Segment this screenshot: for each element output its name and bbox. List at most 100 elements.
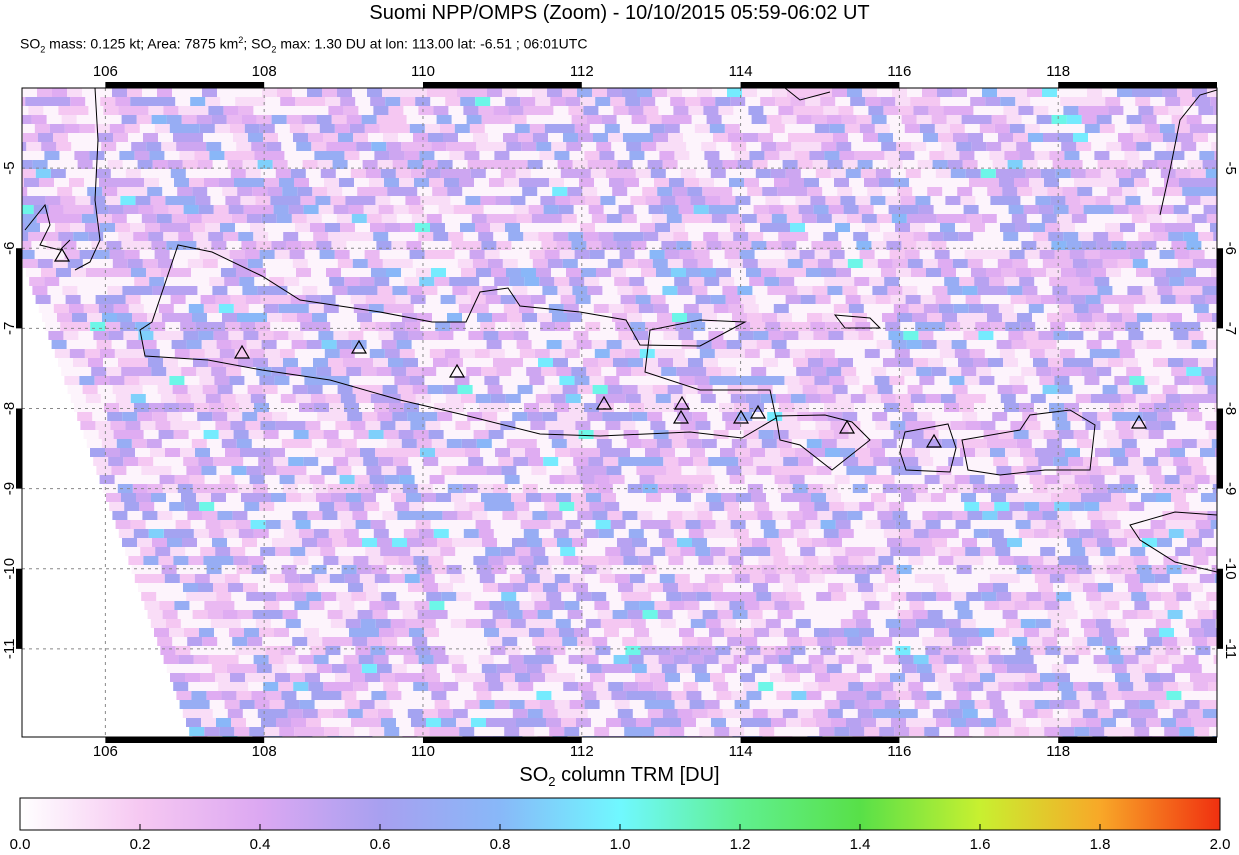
volcano (925, 433, 943, 448)
y-tick-label: -5 (1222, 161, 1239, 174)
subtitle-part: 2 (40, 44, 46, 55)
y-tick-label: -8 (1, 402, 18, 415)
y-tick-label: -9 (1222, 482, 1239, 495)
colorbar-tick-label: 1.4 (850, 836, 871, 853)
volcano (595, 395, 613, 410)
pixel-group (22, 88, 1217, 737)
edge-bar (422, 82, 582, 88)
y-tick-label: -10 (1, 558, 18, 580)
label-part: 2 (548, 774, 556, 789)
edge-bar (1217, 568, 1223, 649)
label-part: SO (519, 764, 549, 786)
y-tick-label: -6 (1, 242, 18, 255)
x-tick-label: 106 (93, 743, 118, 760)
edge-bar (1217, 248, 1223, 329)
pixel-group (22, 88, 1217, 737)
colorbar-tick-label: 2.0 (1210, 836, 1231, 853)
x-tick-label: 108 (252, 63, 277, 80)
axes: 106 106 108 108 110 110 112 112 114 114 116 116 118 1… (1, 63, 1239, 760)
pixel-group (22, 88, 1217, 737)
y-tick-label: -11 (1222, 639, 1239, 660)
subtitle-part: max: 1.30 DU at lon: 113.00 lat: -6.51 ;… (276, 35, 588, 52)
y-tick-label: -7 (1222, 322, 1239, 335)
colorbar-tick-label: 0.6 (370, 836, 391, 853)
y-tick-label: -5 (1, 161, 18, 174)
map-subtitle: SO2 mass: 0.125 kt; Area: 7875 km2; SO2 … (20, 35, 587, 54)
y-tick-label: -10 (1222, 558, 1239, 580)
colorbar-tick-label: 0.0 (10, 836, 31, 853)
subtitle-part: mass: 0.125 kt; Area: 7875 km (45, 35, 239, 52)
subtitle-part: 2 (238, 35, 244, 45)
volcanoes (53, 247, 1148, 448)
edge-bar (1058, 737, 1217, 743)
y-tick-label: -9 (1, 482, 18, 495)
colorbar-label: SO2 column TRM [DU] (0, 764, 1239, 789)
volcano (233, 344, 251, 359)
coastlines (24, 88, 1217, 573)
coastline (1159, 89, 1217, 216)
y-tick-label: -7 (1, 322, 18, 335)
y-tick-label: -11 (1, 639, 18, 660)
y-tick-label: -8 (1222, 402, 1239, 415)
edge-bar (16, 248, 22, 329)
volcano (749, 404, 767, 419)
x-tick-label: 106 (93, 63, 118, 80)
volcano (448, 363, 466, 378)
volcano (838, 419, 856, 434)
subtitle-part: 2 (271, 44, 277, 55)
y-tick-label: -6 (1222, 242, 1239, 255)
x-tick-label: 110 (411, 63, 435, 80)
colorbar-tick-label: 0.4 (250, 836, 271, 853)
edge-bar (740, 82, 900, 88)
coastline (899, 423, 957, 473)
pixel-group (22, 88, 1217, 737)
x-tick-label: 112 (570, 743, 594, 760)
colorbar-tick-label: 1.6 (970, 836, 991, 853)
volcano (53, 247, 71, 262)
colorbar-tick-label: 1.2 (730, 836, 751, 853)
x-tick-label: 112 (570, 63, 594, 80)
pixel-group (26, 88, 1217, 737)
volcano (673, 395, 691, 410)
x-tick-label: 118 (1046, 743, 1070, 760)
colorbar-tick-label: 0.8 (490, 836, 511, 853)
subtitle-part: SO (20, 35, 41, 52)
colorbar-axis: 0.0 0.2 0.4 0.6 0.8 1.0 1.2 1.4 1.6 1.8 2.0 (10, 824, 1231, 853)
volcano (672, 409, 690, 424)
x-tick-label: 114 (729, 743, 753, 760)
map-title: Suomi NPP/OMPS (Zoom) - 10/10/2015 05:59… (369, 2, 870, 24)
x-tick-label: 116 (887, 63, 911, 80)
x-tick-label: 108 (252, 743, 277, 760)
subtitle-part: ; SO (243, 35, 272, 52)
coastline (74, 88, 101, 271)
x-tick-label: 110 (411, 743, 435, 760)
edge-bar (16, 568, 22, 649)
edge-bar (1217, 408, 1223, 489)
coastline (24, 203, 71, 251)
edge-bar (105, 82, 265, 88)
colorbar-tick-label: 0.2 (130, 836, 151, 853)
volcano (1130, 414, 1148, 429)
coastline (139, 244, 777, 439)
volcano (732, 409, 750, 424)
coastline (784, 88, 831, 101)
colorbar-tick-label: 1.8 (1090, 836, 1111, 853)
colorbar-tick-label: 1.0 (610, 836, 631, 853)
edge-bar (1058, 82, 1217, 88)
edge-bar (422, 737, 582, 743)
pixel-group (22, 88, 1217, 737)
edge-bar (740, 737, 900, 743)
coastline (775, 414, 871, 471)
volcano (350, 339, 368, 354)
pixel-group (22, 88, 1217, 737)
so2-pixels (22, 88, 1217, 737)
coastline (833, 314, 882, 329)
pixel-group (22, 88, 1217, 737)
edge-bar (16, 408, 22, 489)
coastline (1129, 511, 1217, 573)
pixel-group (102, 88, 1217, 737)
graticule (22, 88, 1217, 737)
edge-bar (105, 737, 265, 743)
label-part: column TRM [DU] (555, 764, 720, 786)
